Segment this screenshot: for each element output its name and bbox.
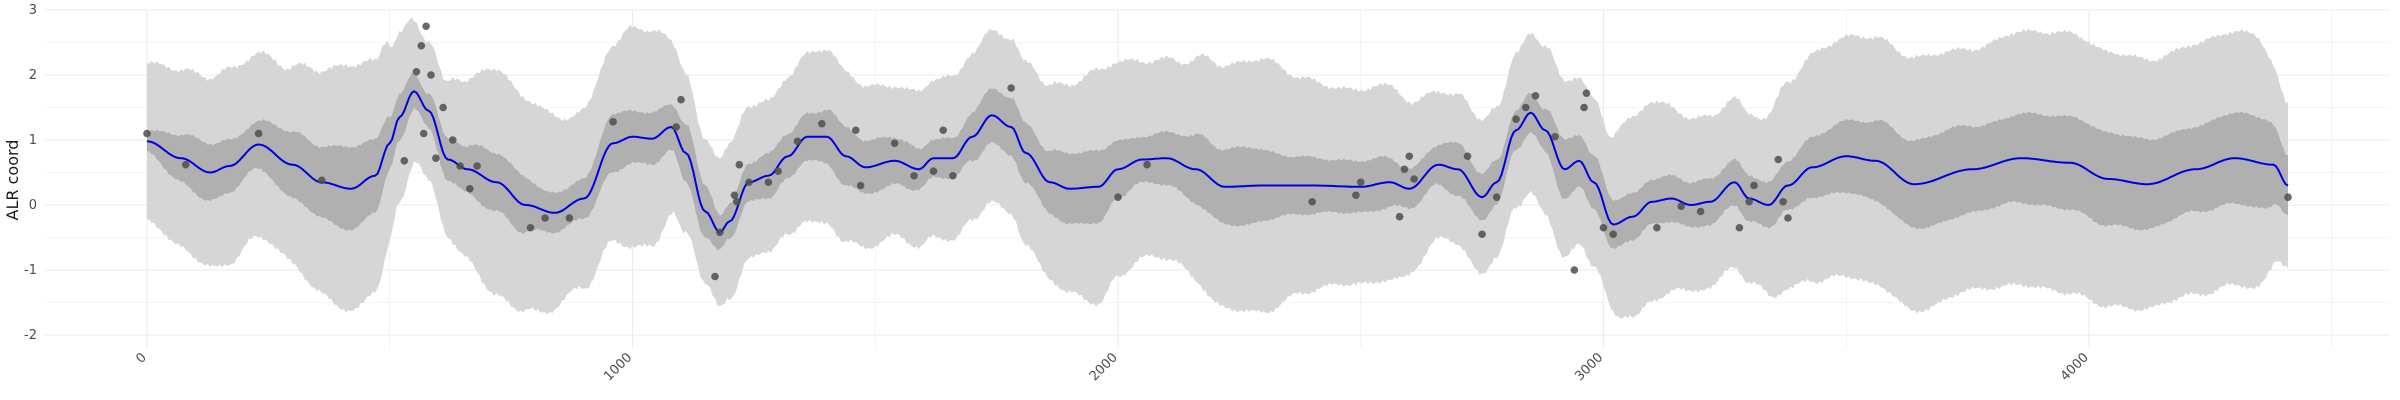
data-point xyxy=(526,223,535,232)
data-point xyxy=(1582,89,1591,97)
data-point xyxy=(1308,197,1316,206)
data-points xyxy=(143,22,2292,281)
mean-line xyxy=(146,90,2289,234)
data-point xyxy=(449,136,457,144)
x-tick-label: 2000 xyxy=(1087,350,1121,384)
data-point xyxy=(181,160,190,169)
x-tick-label: 1000 xyxy=(601,350,635,384)
data-point xyxy=(1410,175,1418,183)
data-point xyxy=(939,126,947,135)
data-point xyxy=(745,178,753,187)
data-point xyxy=(1609,230,1617,239)
data-point xyxy=(1779,197,1787,206)
data-point xyxy=(609,118,617,126)
y-axis-ticks: -2 -1 0 1 2 3 xyxy=(24,3,37,343)
data-point xyxy=(793,137,802,146)
data-point xyxy=(672,123,680,131)
data-point xyxy=(1653,223,1661,232)
data-point xyxy=(677,95,685,104)
data-point xyxy=(890,139,899,148)
data-point xyxy=(2284,193,2292,201)
data-point xyxy=(1356,178,1365,187)
data-point xyxy=(541,214,549,222)
x-tick-label: 3000 xyxy=(1572,350,1606,384)
data-point xyxy=(1745,197,1753,206)
data-point xyxy=(466,184,474,193)
y-tick-label: 1 xyxy=(29,133,37,148)
x-tick-label: 0 xyxy=(133,350,149,366)
data-point xyxy=(419,129,428,138)
data-point xyxy=(1478,230,1486,239)
data-point xyxy=(432,154,440,162)
data-point xyxy=(1750,181,1758,190)
x-tick-label: 4000 xyxy=(2058,350,2092,384)
data-point xyxy=(1007,84,1015,92)
data-point xyxy=(473,162,481,170)
data-point xyxy=(774,167,782,175)
inner-confidence-band xyxy=(147,73,2288,250)
data-point xyxy=(1352,191,1360,200)
data-point xyxy=(1696,207,1705,216)
data-point xyxy=(949,171,957,180)
data-point xyxy=(851,126,860,135)
data-point xyxy=(1774,155,1783,164)
data-point xyxy=(910,171,918,180)
y-tick-label: 2 xyxy=(29,68,37,83)
data-point xyxy=(1570,266,1579,274)
data-point xyxy=(1580,103,1588,112)
data-point xyxy=(856,181,865,190)
x-axis-ticks: 0 1000 2000 3000 4000 xyxy=(133,350,2091,384)
data-point xyxy=(456,162,464,170)
y-tick-label: -1 xyxy=(24,263,37,278)
data-point xyxy=(1784,214,1792,222)
data-point xyxy=(254,129,263,138)
data-point xyxy=(422,22,430,31)
data-point xyxy=(1400,165,1409,174)
data-point xyxy=(427,71,435,79)
data-point xyxy=(143,129,151,138)
data-point xyxy=(1551,132,1559,141)
data-point xyxy=(1531,92,1540,100)
data-point xyxy=(1395,212,1404,221)
data-point xyxy=(1114,193,1122,201)
data-point xyxy=(1677,202,1685,211)
data-point xyxy=(711,272,719,281)
y-tick-label: -2 xyxy=(24,328,37,343)
data-point xyxy=(929,167,938,175)
data-point xyxy=(818,119,826,128)
data-point xyxy=(1512,115,1520,123)
data-point xyxy=(733,197,741,206)
data-point xyxy=(1735,223,1744,232)
data-point xyxy=(1492,193,1501,201)
data-point xyxy=(716,228,724,237)
data-point xyxy=(735,160,744,169)
data-point xyxy=(1143,160,1151,169)
data-point xyxy=(400,157,409,165)
data-point xyxy=(439,103,447,112)
data-point xyxy=(1521,103,1530,112)
data-point xyxy=(1599,223,1608,232)
data-point xyxy=(1405,152,1414,161)
y-tick-label: 0 xyxy=(29,198,37,213)
y-tick-label: 3 xyxy=(29,3,37,18)
data-point xyxy=(1463,152,1472,161)
data-point xyxy=(730,191,739,200)
y-axis-label: ALR coord xyxy=(3,140,22,221)
data-point xyxy=(764,178,773,187)
data-point xyxy=(417,41,426,50)
data-point xyxy=(565,214,574,222)
data-point xyxy=(412,67,421,76)
data-point xyxy=(317,176,326,185)
